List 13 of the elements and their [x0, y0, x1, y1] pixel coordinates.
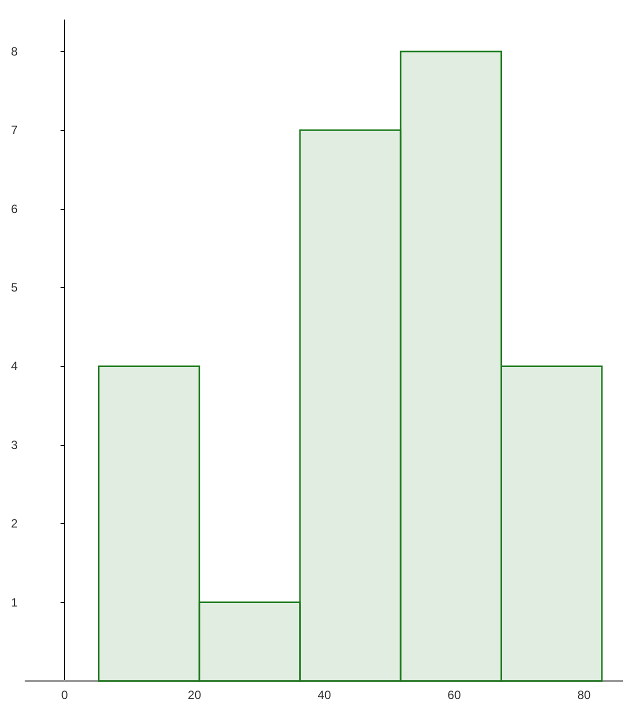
y-tick-label: 8	[10, 44, 18, 58]
y-tick-label: 4	[10, 359, 18, 374]
x-tick-label: 80	[577, 688, 592, 702]
x-tick-label: 0	[61, 688, 68, 702]
y-tick-label: 3	[10, 438, 18, 452]
x-tick-label: 60	[448, 688, 462, 702]
y-tick-label: 7	[10, 123, 18, 138]
x-tick-label: 40	[318, 688, 332, 702]
y-tick-label: 2	[10, 516, 18, 531]
y-tick-label: 6	[10, 202, 18, 216]
y-tick-label: 1	[10, 595, 18, 610]
x-tick-label: 20	[188, 688, 202, 702]
y-tick-label: 5	[10, 280, 18, 295]
